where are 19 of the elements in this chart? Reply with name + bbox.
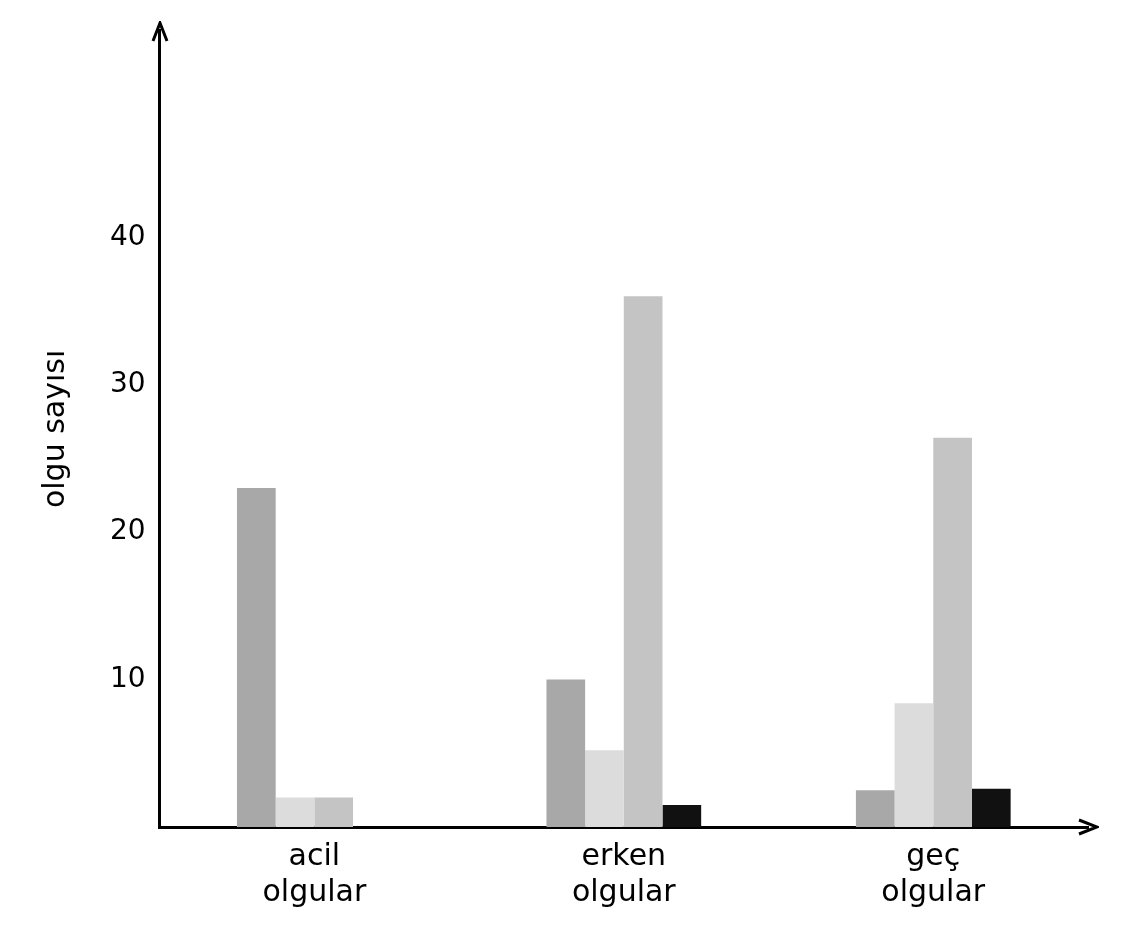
x-tick-label: acil olgular (262, 836, 367, 908)
bar (275, 797, 315, 827)
bar (236, 487, 276, 827)
y-tick-label: 10 (109, 660, 146, 694)
x-tick-label: erken olgular (571, 836, 677, 908)
y-tick-label: 40 (109, 218, 146, 252)
bar (855, 790, 895, 827)
bar (623, 296, 663, 827)
bar (894, 703, 934, 827)
bar (585, 750, 624, 827)
y-axis-title: olgu sayısı (35, 349, 71, 509)
bar (546, 679, 586, 827)
bar (314, 797, 354, 827)
bar (662, 804, 702, 827)
x-tick-label: geç olgular (881, 836, 986, 908)
bar (971, 788, 1011, 827)
y-tick-label: 30 (109, 365, 146, 399)
y-tick-label: 20 (109, 513, 146, 547)
bar (933, 437, 972, 827)
